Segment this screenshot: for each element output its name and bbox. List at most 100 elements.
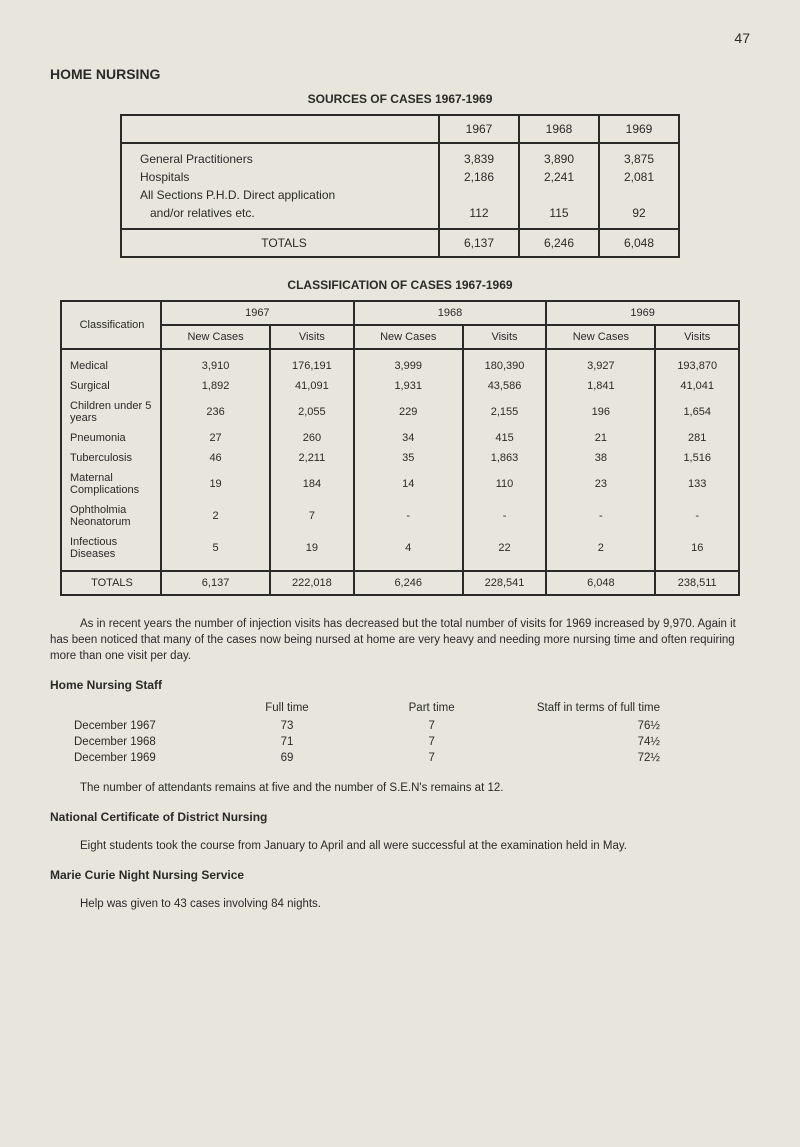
cell: 4	[354, 532, 463, 571]
cell: -	[546, 500, 655, 532]
sub-header: Visits	[655, 325, 739, 349]
cell: 7	[359, 750, 504, 766]
year-header: 1967	[161, 301, 354, 325]
cell: 176,191	[270, 349, 354, 376]
sub-header: New Cases	[354, 325, 463, 349]
row-label: Ophtholmia Neonatorum	[61, 500, 161, 532]
cell: 3,999	[354, 349, 463, 376]
cell: 41,091	[270, 376, 354, 396]
cell: 3,875	[599, 143, 679, 168]
paragraph-1: As in recent years the number of injecti…	[50, 616, 750, 664]
cell: 133	[655, 468, 739, 500]
page-number: 47	[50, 30, 750, 46]
blank-header	[121, 115, 439, 143]
year-header: 1969	[599, 115, 679, 143]
cell: 22	[463, 532, 547, 571]
cert-heading: National Certificate of District Nursing	[50, 810, 750, 824]
cell: 1,863	[463, 448, 547, 468]
total-cell: 6,048	[546, 571, 655, 595]
cell: 71	[215, 734, 360, 750]
cell: -	[354, 500, 463, 532]
total-cell: 228,541	[463, 571, 547, 595]
cell	[519, 186, 599, 204]
total-cell: 6,137	[161, 571, 270, 595]
cell: 16	[655, 532, 739, 571]
total-cell: 6,246	[354, 571, 463, 595]
cell: 41,041	[655, 376, 739, 396]
cell: 3,890	[519, 143, 599, 168]
cell: 69	[215, 750, 360, 766]
cell: 19	[270, 532, 354, 571]
cell: 415	[463, 428, 547, 448]
sub-header: New Cases	[161, 325, 270, 349]
row-label: Infectious Diseases	[61, 532, 161, 571]
cell: 281	[655, 428, 739, 448]
cell: 35	[354, 448, 463, 468]
cell: 112	[439, 204, 519, 229]
cell: 23	[546, 468, 655, 500]
sources-table: 1967 1968 1969 General Practitioners 3,8…	[120, 114, 680, 258]
cell: 7	[270, 500, 354, 532]
cell: 1,931	[354, 376, 463, 396]
cell: 2,211	[270, 448, 354, 468]
row-label: Hospitals	[121, 168, 439, 186]
cell: 184	[270, 468, 354, 500]
marie-heading: Marie Curie Night Nursing Service	[50, 868, 750, 882]
cell: 2,241	[519, 168, 599, 186]
classification-header: Classification	[61, 301, 161, 349]
cell: 110	[463, 468, 547, 500]
row-label: Medical	[61, 349, 161, 376]
col-header: Staff in terms of full time	[504, 700, 690, 718]
year-header: 1969	[546, 301, 739, 325]
cell: 3,839	[439, 143, 519, 168]
total-cell: 6,246	[519, 229, 599, 257]
cell: 5	[161, 532, 270, 571]
cell: 2,186	[439, 168, 519, 186]
staff-note: The number of attendants remains at five…	[50, 780, 750, 796]
cell: 1,841	[546, 376, 655, 396]
cell: -	[463, 500, 547, 532]
totals-label: TOTALS	[61, 571, 161, 595]
cell: 2	[161, 500, 270, 532]
table2-title: CLASSIFICATION OF CASES 1967-1969	[50, 278, 750, 292]
total-cell: 6,137	[439, 229, 519, 257]
cell: December 1967	[70, 718, 215, 734]
cell: 74½	[504, 734, 690, 750]
cell: December 1969	[70, 750, 215, 766]
cell: 180,390	[463, 349, 547, 376]
table1-title: SOURCES OF CASES 1967-1969	[50, 92, 750, 106]
cell: 7	[359, 718, 504, 734]
year-header: 1968	[519, 115, 599, 143]
main-heading: HOME NURSING	[50, 66, 750, 82]
cell: -	[655, 500, 739, 532]
cell: 92	[599, 204, 679, 229]
cell: 46	[161, 448, 270, 468]
cell: 2,155	[463, 396, 547, 428]
totals-label: TOTALS	[121, 229, 439, 257]
cell: 14	[354, 468, 463, 500]
cell: 7	[359, 734, 504, 750]
cell: 196	[546, 396, 655, 428]
row-label: Maternal Complications	[61, 468, 161, 500]
marie-text: Help was given to 43 cases involving 84 …	[50, 896, 750, 912]
total-cell: 6,048	[599, 229, 679, 257]
cell: 236	[161, 396, 270, 428]
cell: 115	[519, 204, 599, 229]
row-label: Surgical	[61, 376, 161, 396]
cell	[439, 186, 519, 204]
cell: 2	[546, 532, 655, 571]
sub-header: New Cases	[546, 325, 655, 349]
cell: 3,927	[546, 349, 655, 376]
staff-heading: Home Nursing Staff	[50, 678, 750, 692]
row-label: All Sections P.H.D. Direct application	[121, 186, 439, 204]
cell: 19	[161, 468, 270, 500]
row-label: and/or relatives etc.	[121, 204, 439, 229]
cell: 229	[354, 396, 463, 428]
staff-table: Full time Part time Staff in terms of fu…	[70, 700, 690, 766]
col-header: Part time	[359, 700, 504, 718]
cell: 27	[161, 428, 270, 448]
year-header: 1967	[439, 115, 519, 143]
cell: 3,910	[161, 349, 270, 376]
classification-table: Classification 1967 1968 1969 New Cases …	[60, 300, 740, 596]
cell: 72½	[504, 750, 690, 766]
